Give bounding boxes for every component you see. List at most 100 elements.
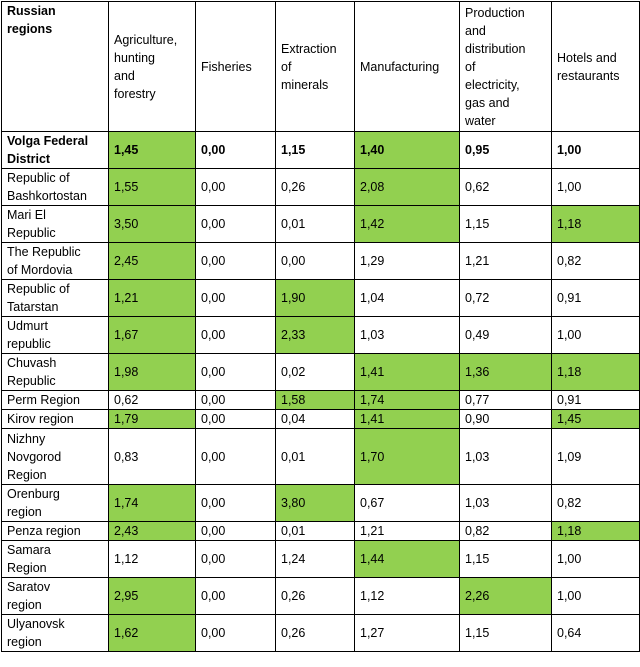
hotels-value-cell: 0,82 (551, 242, 640, 280)
minerals-value-cell: 0,02 (275, 353, 355, 391)
hotels-value-cell: 1,18 (551, 205, 640, 243)
table-row: Mari El Republic 3,50 0,00 0,01 1,42 1,15 1,18 (1, 205, 640, 243)
regional-data-table: Russian regions Agriculture, hunting and for… (1, 1, 640, 652)
agriculture-value-cell: 2,95 (108, 577, 196, 615)
manufacturing-value-cell: 1,27 (354, 614, 460, 652)
table-row: Penza region 2,43 0,00 0,01 1,21 0,82 1,18 (1, 521, 640, 541)
utilities-value-cell: 0,62 (459, 168, 552, 206)
utilities-value-cell: 0,49 (459, 316, 552, 354)
hotels-value-cell: 0,91 (551, 279, 640, 317)
table-row: Nizhny Novgorod Region 0,83 0,00 0,01 1,70 1,03… (1, 428, 640, 485)
minerals-value-cell: 0,26 (275, 577, 355, 615)
utilities-value-cell: 0,95 (459, 131, 552, 169)
table-row: Perm Region 0,62 0,00 1,58 1,74 0,77 0,91 (1, 390, 640, 410)
hotels-value-cell: 1,00 (551, 131, 640, 169)
fisheries-value-cell: 0,00 (195, 316, 276, 354)
manufacturing-value-cell: 1,74 (354, 390, 460, 410)
hotels-value-cell: 0,91 (551, 390, 640, 410)
agriculture-value-cell: 3,50 (108, 205, 196, 243)
fisheries-value-cell: 0,00 (195, 353, 276, 391)
region-cell: Nizhny Novgorod Region (1, 428, 109, 485)
region-cell: Perm Region (1, 390, 109, 410)
hotels-value-cell: 1,18 (551, 353, 640, 391)
fisheries-value-cell: 0,00 (195, 540, 276, 578)
region-cell: Orenburg region (1, 484, 109, 522)
agriculture-value-cell: 0,62 (108, 390, 196, 410)
minerals-value-cell: 1,15 (275, 131, 355, 169)
fisheries-value-cell: 0,00 (195, 242, 276, 280)
table-row: Chuvash Republic 1,98 0,00 0,02 1,41 1,36 1,18 (1, 353, 640, 391)
manufacturing-value-cell: 1,04 (354, 279, 460, 317)
agriculture-value-cell: 1,98 (108, 353, 196, 391)
utilities-value-cell: 1,03 (459, 428, 552, 485)
region-cell: Kirov region (1, 409, 109, 429)
region-cell: Penza region (1, 521, 109, 541)
agriculture-value-cell: 1,12 (108, 540, 196, 578)
agriculture-value-cell: 1,62 (108, 614, 196, 652)
utilities-value-cell: 1,21 (459, 242, 552, 280)
hotels-value-cell: 1,00 (551, 168, 640, 206)
manufacturing-value-cell: 1,41 (354, 409, 460, 429)
minerals-value-cell: 0,26 (275, 168, 355, 206)
manufacturing-value-cell: 0,67 (354, 484, 460, 522)
manufacturing-value-cell: 1,40 (354, 131, 460, 169)
table-row: Volga Federal District 1,45 0,00 1,15 1,40 0,9… (1, 131, 640, 169)
fisheries-value-cell: 0,00 (195, 390, 276, 410)
table-body: Volga Federal District 1,45 0,00 1,15 1,40 0,9… (1, 131, 640, 652)
header-cell-utilities: Production and distribution of electricity, g… (459, 1, 552, 132)
agriculture-value-cell: 1,55 (108, 168, 196, 206)
region-cell: Volga Federal District (1, 131, 109, 169)
minerals-value-cell: 0,01 (275, 428, 355, 485)
fisheries-value-cell: 0,00 (195, 168, 276, 206)
hotels-value-cell: 1,18 (551, 521, 640, 541)
fisheries-value-cell: 0,00 (195, 409, 276, 429)
agriculture-value-cell: 0,83 (108, 428, 196, 485)
agriculture-value-cell: 2,43 (108, 521, 196, 541)
table-row: Saratov region 2,95 0,00 0,26 1,12 2,26 1,00 (1, 577, 640, 615)
table-row: Republic of Tatarstan 1,21 0,00 1,90 1,04 0,72… (1, 279, 640, 317)
utilities-value-cell: 2,26 (459, 577, 552, 615)
hotels-value-cell: 1,09 (551, 428, 640, 485)
hotels-value-cell: 0,64 (551, 614, 640, 652)
utilities-value-cell: 1,15 (459, 540, 552, 578)
minerals-value-cell: 0,01 (275, 205, 355, 243)
fisheries-value-cell: 0,00 (195, 484, 276, 522)
region-cell: Republic of Bashkortostan (1, 168, 109, 206)
table-row: Republic of Bashkortostan 1,55 0,00 0,26 2,08… (1, 168, 640, 206)
utilities-value-cell: 1,15 (459, 614, 552, 652)
header-row: Russian regions Agriculture, hunting and for… (1, 1, 640, 132)
minerals-value-cell: 1,58 (275, 390, 355, 410)
table-row: Kirov region 1,79 0,00 0,04 1,41 0,90 1,45 (1, 409, 640, 429)
table-row: The Republic of Mordovia 2,45 0,00 0,00 1,29 1… (1, 242, 640, 280)
manufacturing-value-cell: 1,21 (354, 521, 460, 541)
minerals-value-cell: 0,26 (275, 614, 355, 652)
manufacturing-value-cell: 1,41 (354, 353, 460, 391)
manufacturing-value-cell: 1,03 (354, 316, 460, 354)
minerals-value-cell: 3,80 (275, 484, 355, 522)
region-cell: The Republic of Mordovia (1, 242, 109, 280)
header-cell-manufacturing: Manufacturing (354, 1, 460, 132)
table-row: Samara Region 1,12 0,00 1,24 1,44 1,15 1,00 (1, 540, 640, 578)
hotels-value-cell: 1,00 (551, 577, 640, 615)
agriculture-value-cell: 1,79 (108, 409, 196, 429)
fisheries-value-cell: 0,00 (195, 614, 276, 652)
minerals-value-cell: 2,33 (275, 316, 355, 354)
minerals-value-cell: 0,01 (275, 521, 355, 541)
manufacturing-value-cell: 1,44 (354, 540, 460, 578)
manufacturing-value-cell: 1,42 (354, 205, 460, 243)
agriculture-value-cell: 1,21 (108, 279, 196, 317)
manufacturing-value-cell: 2,08 (354, 168, 460, 206)
region-cell: Chuvash Republic (1, 353, 109, 391)
minerals-value-cell: 1,90 (275, 279, 355, 317)
table-row: Udmurt republic 1,67 0,00 2,33 1,03 0,49 1,00 (1, 316, 640, 354)
hotels-value-cell: 1,00 (551, 540, 640, 578)
hotels-value-cell: 0,82 (551, 484, 640, 522)
utilities-value-cell: 0,82 (459, 521, 552, 541)
agriculture-value-cell: 1,74 (108, 484, 196, 522)
utilities-value-cell: 0,90 (459, 409, 552, 429)
agriculture-value-cell: 2,45 (108, 242, 196, 280)
manufacturing-value-cell: 1,12 (354, 577, 460, 615)
fisheries-value-cell: 0,00 (195, 577, 276, 615)
region-cell: Republic of Tatarstan (1, 279, 109, 317)
table-row: Orenburg region 1,74 0,00 3,80 0,67 1,03 0,82 (1, 484, 640, 522)
